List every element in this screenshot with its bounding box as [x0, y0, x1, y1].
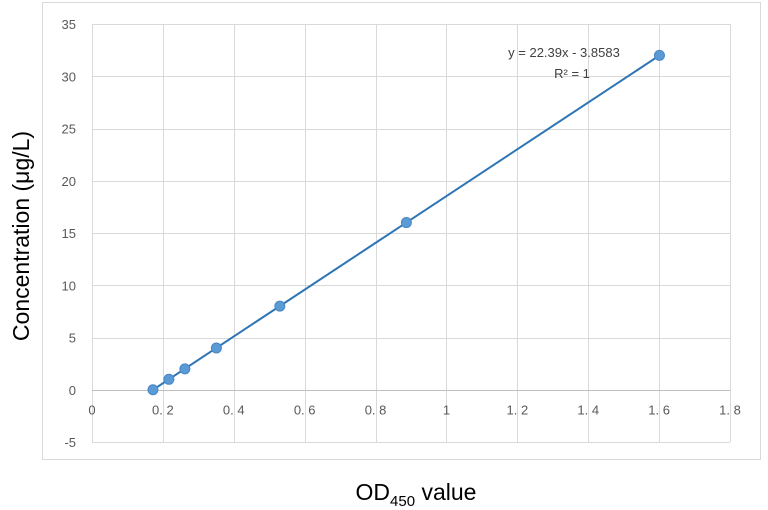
y-axis-title: Concentration (μg/L) [8, 131, 34, 341]
x-tick-label: 0. 8 [365, 403, 387, 418]
x-tick-label: 0 [88, 403, 95, 418]
x-axis-title-suffix: value [415, 479, 476, 505]
x-tick-label: 0. 2 [152, 403, 174, 418]
x-tick-label: 1. 8 [719, 403, 741, 418]
x-tick-labels: 0 0. 2 0. 4 0. 6 0. 8 1 1. 2 1. 4 1. 6 1. 8 [88, 403, 740, 418]
y-tick-label: 25 [62, 122, 76, 137]
x-tick-label: 1. 4 [577, 403, 599, 418]
y-tick-label: 10 [62, 278, 76, 293]
y-tick-label: 0 [69, 383, 76, 398]
x-tick-label: 1. 6 [648, 403, 670, 418]
y-tick-labels: -5 0 5 10 15 20 25 30 35 [62, 17, 76, 450]
y-tick-label: 20 [62, 174, 76, 189]
r-squared-label: R² = 1 [554, 66, 590, 81]
y-tick-label: 30 [62, 69, 76, 84]
x-tick-label: 0. 6 [294, 403, 316, 418]
data-point [653, 49, 665, 61]
x-axis-title-subscript: 450 [390, 493, 415, 510]
x-tick-label: 0. 4 [223, 403, 245, 418]
x-axis-title-main: OD [356, 479, 391, 505]
data-point [274, 300, 286, 312]
data-points [147, 49, 665, 396]
x-axis-title: OD450 value [356, 479, 477, 510]
data-point [147, 384, 159, 396]
trendline-equation: y = 22.39x - 3.8583 [508, 45, 620, 60]
y-tick-label: 5 [69, 331, 76, 346]
data-point [400, 217, 412, 229]
x-tick-label: 1. 2 [506, 403, 528, 418]
data-point [163, 373, 175, 385]
y-tick-label: 35 [62, 17, 76, 32]
y-tick-label: -5 [64, 435, 76, 450]
horizontal-gridlines [92, 24, 730, 443]
data-point [210, 342, 222, 354]
data-point [179, 363, 191, 375]
y-tick-label: 15 [62, 226, 76, 241]
x-tick-label: 1 [443, 403, 450, 418]
